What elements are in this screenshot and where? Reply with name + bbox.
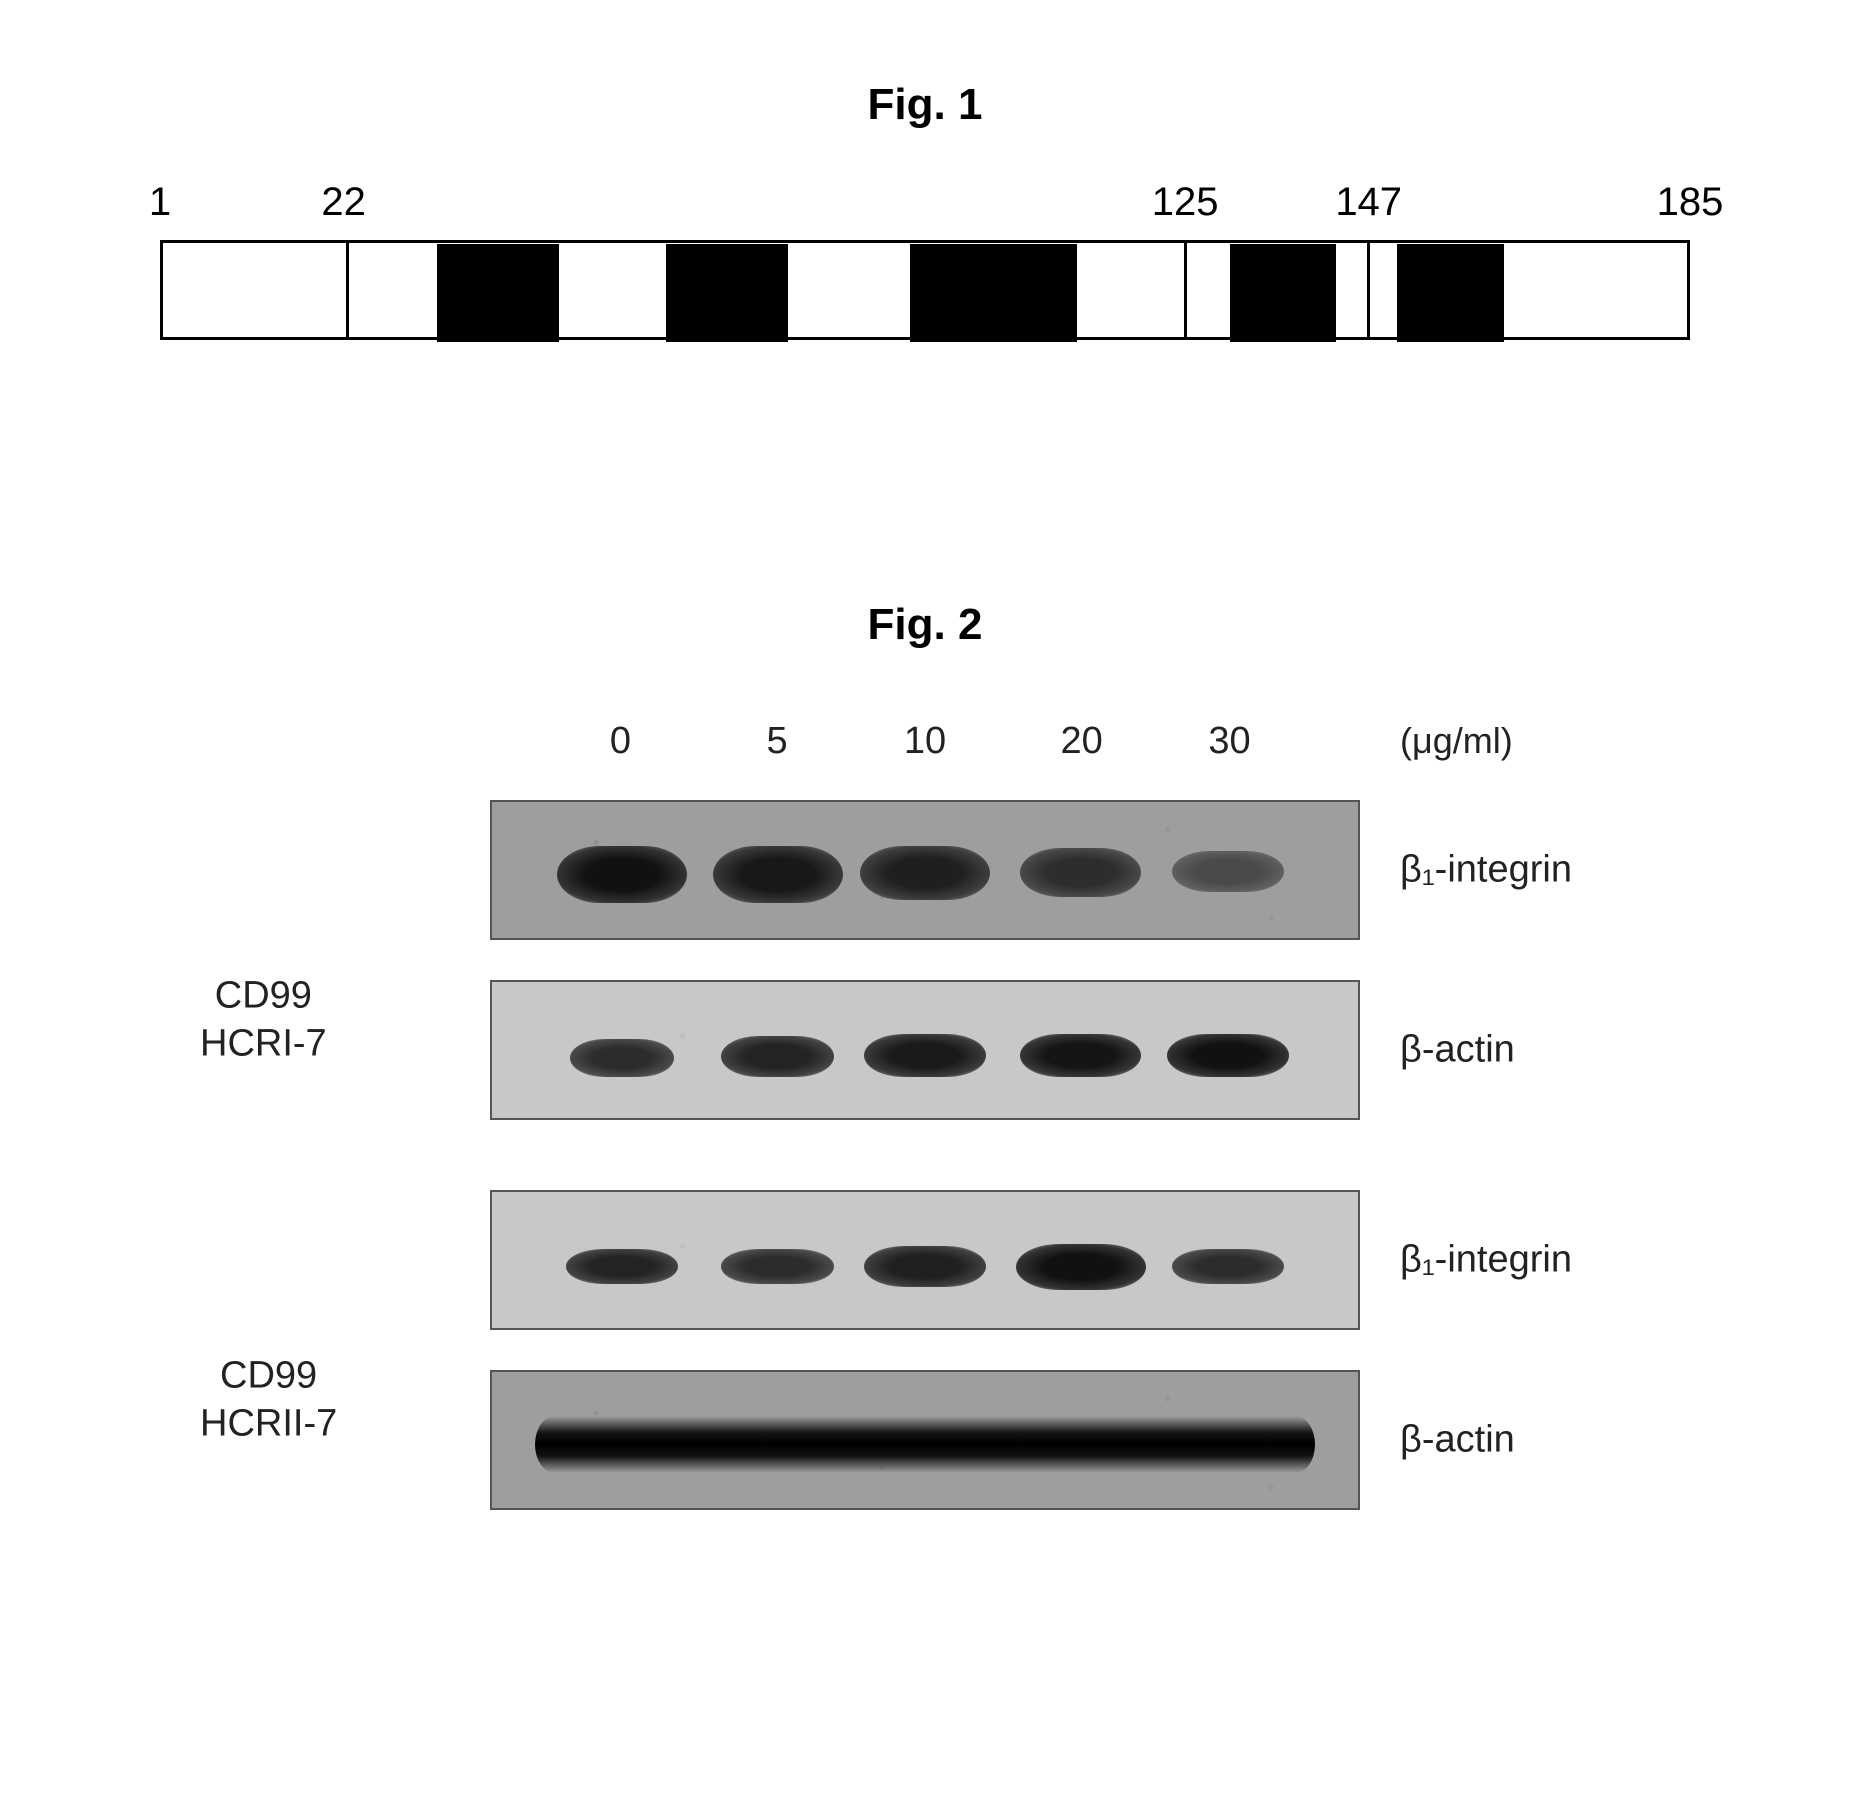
blot-band xyxy=(864,1034,985,1078)
domain-block xyxy=(437,244,559,342)
domain-block xyxy=(666,244,788,342)
domain-block xyxy=(910,244,1078,342)
figure-1: Fig. 1 122125147185 xyxy=(160,80,1690,350)
domain-block xyxy=(1397,244,1504,342)
blot-band xyxy=(864,1246,985,1287)
blot-band xyxy=(1172,1249,1285,1284)
blot-row-label: β₁-integrin xyxy=(1400,1239,1572,1282)
lane-header: 10 xyxy=(904,720,946,763)
blot-band xyxy=(557,846,687,903)
domain-bar xyxy=(160,240,1690,340)
domain-tick-label: 22 xyxy=(321,180,366,225)
domain-block xyxy=(1230,244,1337,342)
lane-header: 30 xyxy=(1208,720,1250,763)
blot-strip xyxy=(490,1190,1360,1330)
domain-tick-label: 125 xyxy=(1152,180,1219,225)
blot-band xyxy=(1020,1034,1141,1078)
figure-2-title: Fig. 2 xyxy=(160,600,1690,650)
blot-band xyxy=(721,1036,834,1077)
blot-row-label: β₁-integrin xyxy=(1400,849,1572,892)
unit-label: (μg/ml) xyxy=(1400,720,1513,762)
blot-strip xyxy=(490,1370,1360,1510)
domain-divider xyxy=(1367,243,1370,337)
blot-band xyxy=(566,1249,679,1284)
domain-tick-label: 185 xyxy=(1657,180,1724,225)
blot-row-label: β-actin xyxy=(1400,1419,1515,1462)
domain-diagram: 122125147185 xyxy=(160,180,1690,350)
blot-strip xyxy=(490,800,1360,940)
domain-tick-label: 1 xyxy=(149,180,171,225)
domain-divider xyxy=(346,243,349,337)
figure-2-layout: 0 5 10 20 30 (μg/ml) CD99HCRI-7 CD99HCRII-7 β₁-i… xyxy=(160,720,1690,1620)
antibody-group-label: CD99HCRII-7 xyxy=(200,1353,337,1448)
domain-divider xyxy=(1184,243,1187,337)
lane-header: 0 xyxy=(610,720,631,763)
blot-band xyxy=(860,846,990,900)
antibody-group-label: CD99HCRI-7 xyxy=(200,973,327,1068)
blot-band xyxy=(721,1249,834,1284)
blot-band xyxy=(1172,851,1285,892)
figure-2: Fig. 2 0 5 10 20 30 (μg/ml) CD99HCRI-7 CD99HCRI… xyxy=(160,600,1690,1620)
blot-band xyxy=(1016,1244,1146,1290)
blot-strip xyxy=(490,980,1360,1120)
lane-header: 20 xyxy=(1060,720,1102,763)
domain-tick-label: 147 xyxy=(1335,180,1402,225)
blot-row-label: β-actin xyxy=(1400,1029,1515,1072)
blot-band xyxy=(713,846,843,903)
blot-band xyxy=(570,1039,674,1077)
blot-band xyxy=(1167,1034,1288,1078)
lane-header: 5 xyxy=(767,720,788,763)
blot-band xyxy=(535,1416,1314,1473)
blot-band xyxy=(1020,848,1141,897)
figure-1-title: Fig. 1 xyxy=(160,80,1690,130)
